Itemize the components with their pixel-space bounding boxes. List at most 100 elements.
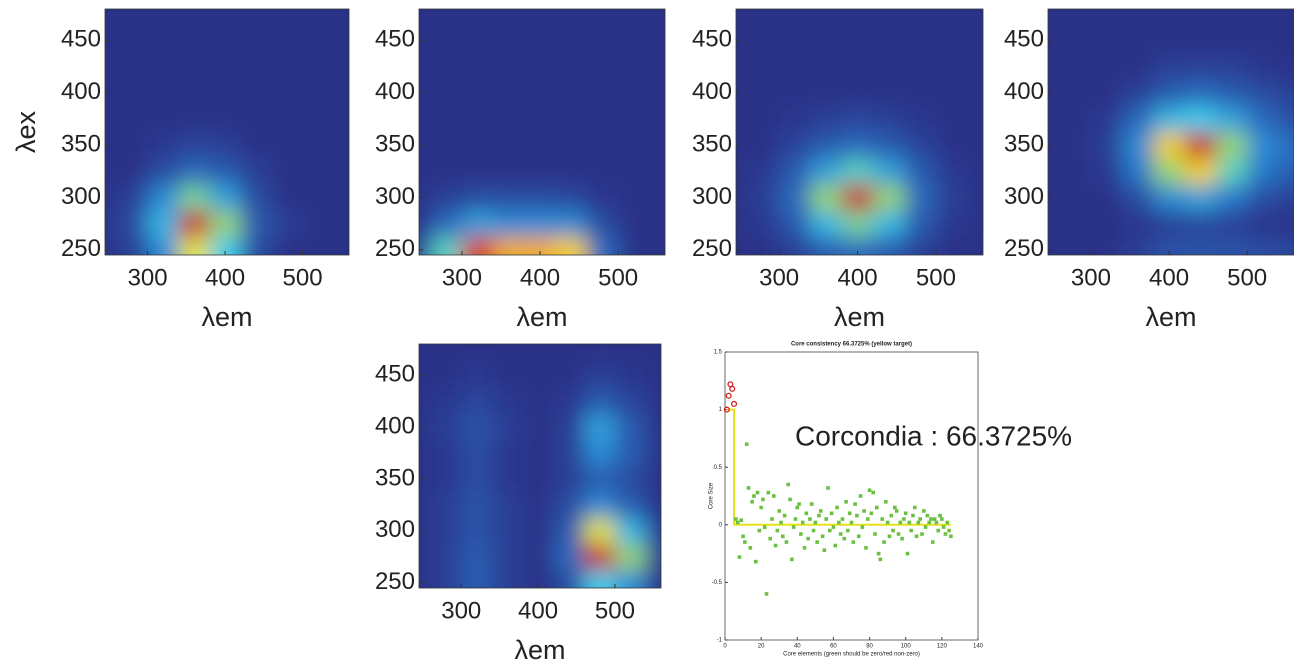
heatmap-cell: [1090, 184, 1123, 212]
point: [779, 520, 783, 525]
heatmap-cell: [1122, 79, 1154, 107]
heatmap-cell: [147, 210, 180, 238]
heatmap-cell: [1090, 79, 1123, 107]
heatmap-cell: [1153, 79, 1186, 107]
heatmap: [736, 9, 983, 255]
point: [828, 528, 832, 533]
heatmap-cell: [240, 9, 273, 28]
heatmap-cell: [1184, 236, 1217, 255]
point: [744, 442, 749, 446]
point: [768, 536, 772, 541]
heatmap-cell: [736, 9, 749, 28]
heatmap-cell: [586, 184, 619, 212]
heatmap-cell: [461, 236, 494, 255]
heatmap-cell: [430, 105, 463, 133]
heatmap-cell: [810, 184, 843, 212]
heatmap-cell: [645, 543, 661, 571]
heatmap-cell: [271, 132, 304, 159]
heatmap-cell: [333, 158, 349, 185]
heatmap-cell: [810, 236, 843, 255]
heatmap-cell: [178, 9, 211, 28]
heatmap-cell: [584, 517, 616, 545]
heatmap-cell: [967, 158, 983, 185]
heatmap-cell: [419, 344, 432, 363]
heatmap-cell: [584, 344, 616, 363]
heatmap-cell: [584, 362, 616, 389]
heatmap-cell: [1059, 132, 1092, 159]
y-tick-label: 450: [375, 360, 415, 387]
heatmap-cell: [618, 236, 650, 255]
heatmap-cell: [461, 491, 493, 519]
point: [921, 509, 926, 513]
heatmap-cell: [178, 53, 211, 81]
heatmap-cell: [333, 236, 349, 255]
heatmap-cell: [240, 184, 273, 212]
y-tick-label: 450: [61, 26, 101, 53]
heatmap-cell: [736, 27, 749, 54]
heatmap-cell: [904, 184, 937, 212]
heatmap-cell: [1122, 236, 1154, 255]
point: [903, 511, 908, 516]
heatmap-cell: [584, 569, 616, 588]
heatmap-cell: [586, 53, 619, 81]
heatmap-cell: [333, 210, 349, 238]
heatmap-cell: [614, 569, 647, 588]
point: [916, 520, 921, 525]
heatmap-cell: [430, 132, 463, 159]
heatmap-cell: [618, 27, 650, 54]
heatmap-cell: [178, 132, 211, 159]
heatmap-cell: [419, 491, 432, 519]
annotation: Corcondia : 66.3725%: [795, 420, 1072, 451]
heatmap-cell: [747, 184, 780, 212]
heatmap-cell: [461, 27, 494, 54]
point: [770, 517, 774, 521]
plot-frame: [418, 8, 666, 256]
heatmap-cell: [333, 53, 349, 81]
heatmap-cell: [555, 236, 588, 255]
heatmap-cell: [430, 9, 463, 28]
heatmap-cell: [1153, 210, 1186, 238]
heatmap-cell: [1215, 79, 1248, 107]
point: [737, 555, 742, 559]
point: [838, 532, 843, 536]
chart-title: Core consistency 66.3725% (yellow target…: [791, 342, 912, 348]
x-tick-label: 400: [205, 264, 245, 291]
point: [864, 546, 868, 550]
point: [932, 517, 937, 521]
heatmap-cell: [461, 414, 493, 441]
point: [846, 528, 850, 533]
heatmap-cell: [1090, 9, 1123, 28]
heatmap-cell: [747, 27, 780, 54]
x-axis-label: λem: [514, 635, 565, 665]
heatmap-cell: [586, 132, 619, 159]
heatmap-cell: [105, 236, 118, 255]
heatmap-cell: [649, 105, 665, 133]
heatmap-cell: [1278, 79, 1294, 107]
point: [813, 520, 818, 525]
heatmap-cell: [491, 344, 524, 363]
heatmap-cell: [1048, 53, 1061, 81]
heatmap-cell: [430, 79, 463, 107]
heatmap-cell: [333, 184, 349, 212]
heatmap-cell: [1247, 158, 1279, 185]
heatmap-cell: [1247, 79, 1279, 107]
point: [907, 520, 912, 525]
heatmap-cell: [105, 53, 118, 81]
heatmap-cell: [461, 105, 494, 133]
heatmap-cell: [271, 27, 304, 54]
heatmap-cell: [1184, 53, 1217, 81]
x-tick-label: 300: [442, 264, 482, 291]
heatmap-cell: [1153, 27, 1186, 54]
heatmap-cell: [935, 105, 968, 133]
point: [867, 488, 872, 493]
heatmap-cell: [1090, 27, 1123, 54]
heatmap-cell: [967, 53, 983, 81]
heatmap-cell: [493, 27, 525, 54]
heatmap-cell: [555, 105, 588, 133]
heatmap-cell: [1048, 105, 1061, 133]
heatmap-cell: [553, 362, 585, 389]
y-tick-label: 450: [375, 26, 415, 53]
heatmap-cell: [491, 517, 524, 545]
heatmap-cell: [935, 53, 968, 81]
heatmap-cell: [1184, 9, 1217, 28]
